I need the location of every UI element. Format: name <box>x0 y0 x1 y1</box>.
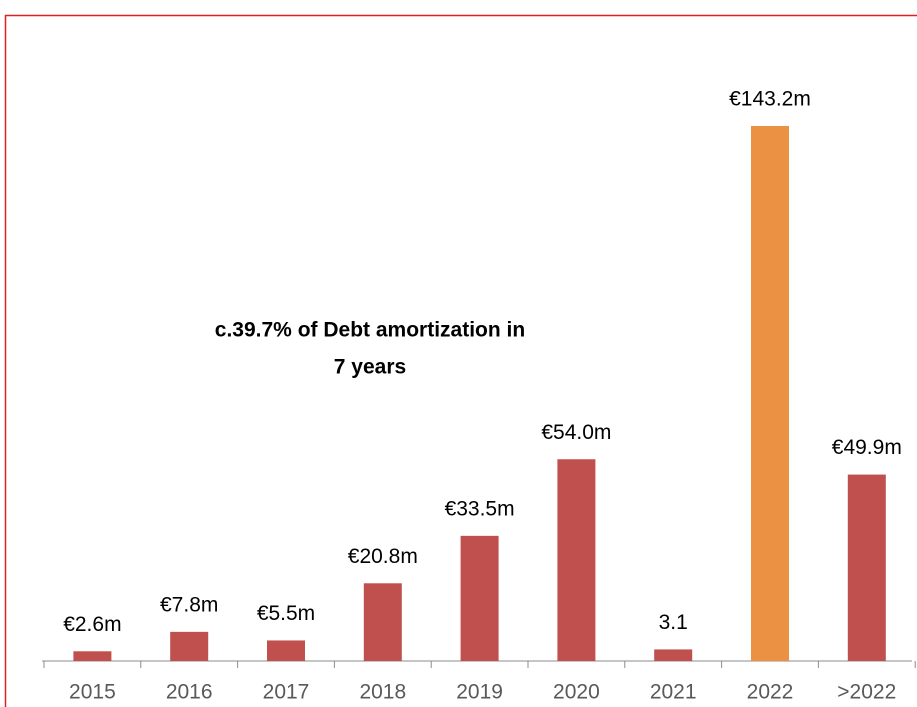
bar <box>557 459 596 661</box>
x-tick-label: 2018 <box>359 681 406 704</box>
data-label: €49.9m <box>832 436 902 459</box>
annotation: 7 years <box>334 356 406 379</box>
bar <box>267 640 305 661</box>
bar <box>363 583 402 661</box>
bar <box>847 474 886 661</box>
x-tick-label: 2022 <box>747 681 794 704</box>
data-label: €5.5m <box>257 602 315 625</box>
data-label: €2.6m <box>63 613 121 636</box>
annotation: c.39.7% of Debt amortization in <box>215 319 525 342</box>
x-tick-label: 2015 <box>69 681 116 704</box>
bar <box>751 126 789 661</box>
data-label: 3.1 <box>659 611 688 634</box>
data-label: €33.5m <box>445 497 515 520</box>
x-tick-label: 2017 <box>263 681 310 704</box>
data-label: €54.0m <box>541 421 611 444</box>
bar <box>73 651 112 661</box>
bar <box>654 649 693 661</box>
x-tick-label: >2022 <box>837 681 896 704</box>
x-tick-label: 2021 <box>650 681 697 704</box>
bar <box>170 631 209 661</box>
x-tick-label: 2020 <box>553 681 600 704</box>
x-tick-label: 2016 <box>166 681 213 704</box>
x-tick-label: 2019 <box>456 681 503 704</box>
data-label: €7.8m <box>160 593 218 616</box>
chart-border <box>4 14 917 707</box>
data-label: €143.2m <box>729 88 811 111</box>
data-label: €20.8m <box>348 545 418 568</box>
bar <box>460 535 499 661</box>
